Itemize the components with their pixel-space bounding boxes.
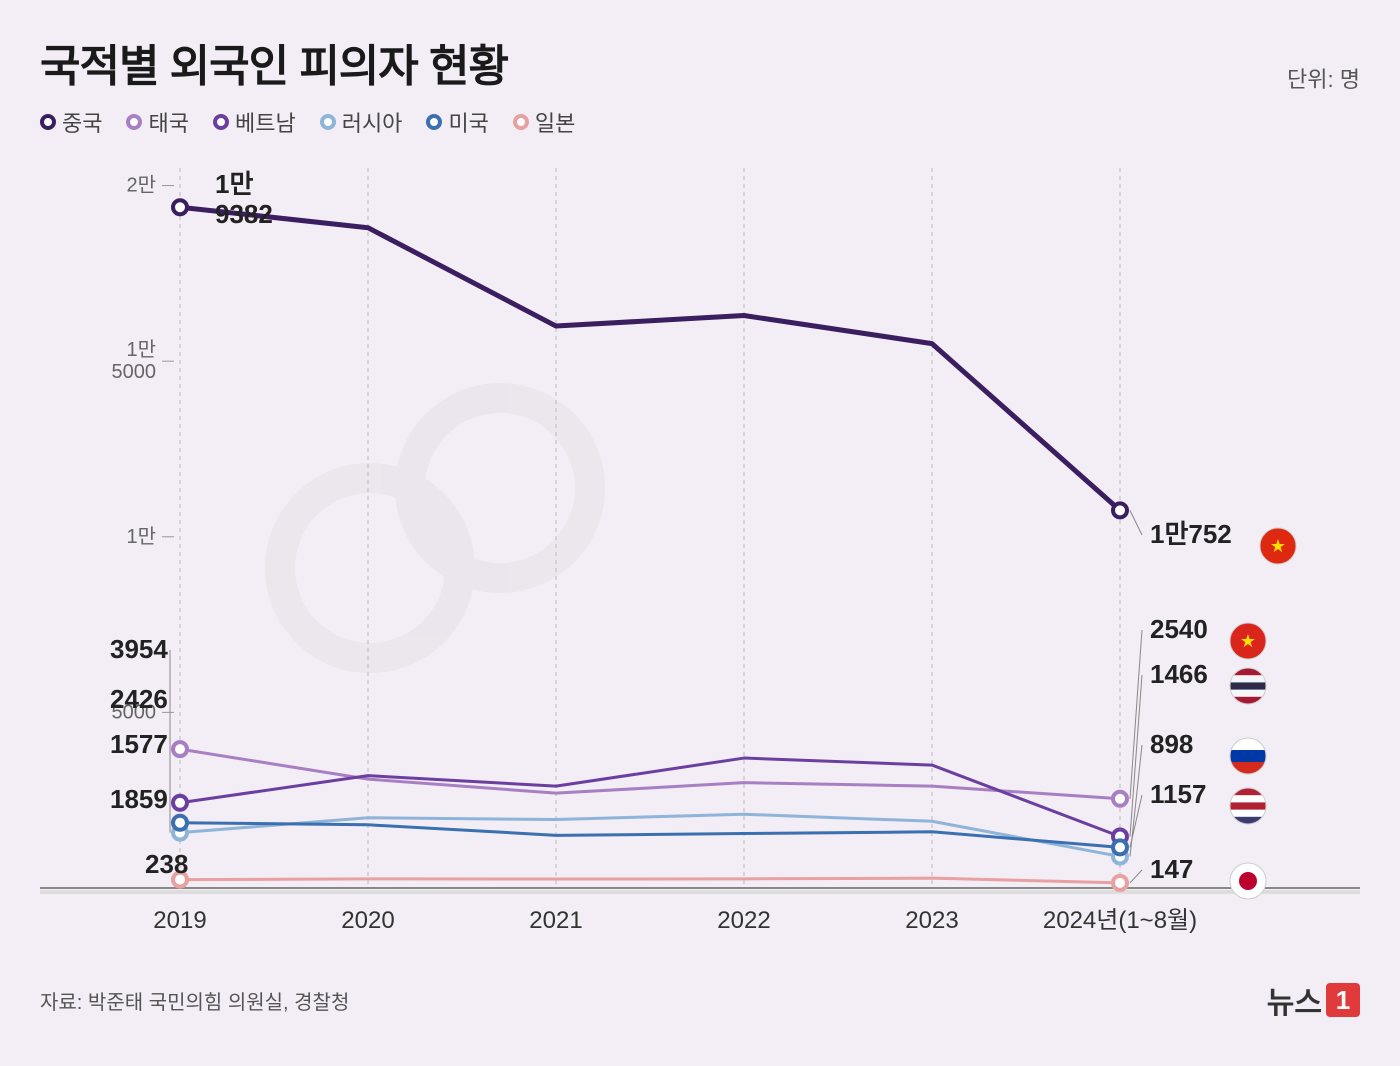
svg-text:1만: 1만 (126, 525, 156, 548)
data-point (1113, 876, 1127, 890)
legend-marker-icon (40, 114, 56, 130)
chart-area: 2만1만50001만5000201920202021202220232024년(… (40, 148, 1360, 958)
brand-logo: 뉴스 1 (1267, 978, 1360, 1022)
brand-text: 뉴스 (1267, 978, 1322, 1022)
svg-text:2020: 2020 (341, 907, 394, 934)
svg-text:2만: 2만 (126, 174, 156, 197)
legend-label: 태국 (148, 106, 188, 138)
end-value-label: 898 (1150, 729, 1193, 759)
start-value-label: 238 (145, 849, 188, 879)
legend-marker-icon (126, 114, 142, 130)
start-value-label: 1859 (110, 784, 168, 814)
data-point (173, 200, 187, 214)
legend-label: 중국 (62, 106, 102, 138)
unit-label: 단위: 명 (1287, 62, 1360, 94)
legend-marker-icon (426, 114, 442, 130)
svg-text:2024년(1~8월): 2024년(1~8월) (1043, 907, 1197, 934)
data-point (1113, 840, 1127, 854)
line-chart: 2만1만50001만5000201920202021202220232024년(… (40, 148, 1360, 958)
data-point (173, 742, 187, 756)
legend-label: 베트남 (235, 106, 296, 138)
svg-text:2022: 2022 (717, 907, 770, 934)
start-value-label: 2426 (110, 684, 168, 714)
svg-text:2021: 2021 (529, 907, 582, 934)
end-value-label: 2540 (1150, 614, 1208, 644)
flag-icon: ★ (1230, 623, 1266, 659)
svg-text:★: ★ (1240, 631, 1256, 651)
legend-item: 일본 (513, 106, 575, 138)
end-value-label: 147 (1150, 854, 1193, 884)
end-value-label: 1만752 (1150, 519, 1232, 549)
legend-item: 미국 (426, 106, 488, 138)
legend-marker-icon (513, 114, 529, 130)
legend-item: 태국 (126, 106, 188, 138)
legend-marker-icon (320, 114, 336, 130)
legend-marker-icon (213, 114, 229, 130)
data-point (173, 816, 187, 830)
svg-text:2019: 2019 (153, 907, 206, 934)
flag-icon: ★ (1260, 528, 1296, 564)
legend-item: 베트남 (213, 106, 296, 138)
flag-icon (1230, 738, 1266, 775)
end-value-label: 1466 (1150, 659, 1208, 689)
legend-label: 러시아 (342, 106, 403, 138)
brand-suffix: 1 (1326, 983, 1360, 1017)
flag-icon (1230, 788, 1266, 825)
legend-label: 일본 (535, 106, 575, 138)
start-value-label: 9382 (215, 199, 273, 229)
legend: 중국 태국 베트남 러시아 미국 일본 (40, 106, 1360, 138)
chart-title: 국적별 외국인 피의자 현황 (40, 30, 508, 94)
series-line (180, 823, 1120, 848)
source-text: 자료: 박준태 국민의힘 의원실, 경찰청 (40, 986, 349, 1015)
series-line (180, 749, 1120, 799)
flag-icon (1230, 668, 1266, 705)
legend-item: 러시아 (320, 106, 403, 138)
data-point (1113, 792, 1127, 806)
svg-text:★: ★ (1270, 536, 1286, 556)
svg-text:1만: 1만 (126, 338, 156, 361)
series-line (180, 207, 1120, 510)
svg-text:5000: 5000 (112, 361, 157, 383)
data-point (173, 796, 187, 810)
data-point (1113, 503, 1127, 517)
start-value-label: 3954 (110, 634, 168, 664)
legend-label: 미국 (448, 106, 488, 138)
flag-icon (1230, 863, 1266, 899)
start-value-label: 1만 (215, 169, 253, 199)
svg-text:2023: 2023 (905, 907, 958, 934)
legend-item: 중국 (40, 106, 102, 138)
start-value-label: 1577 (110, 729, 168, 759)
series-line (180, 878, 1120, 883)
end-value-label: 1157 (1150, 779, 1206, 809)
